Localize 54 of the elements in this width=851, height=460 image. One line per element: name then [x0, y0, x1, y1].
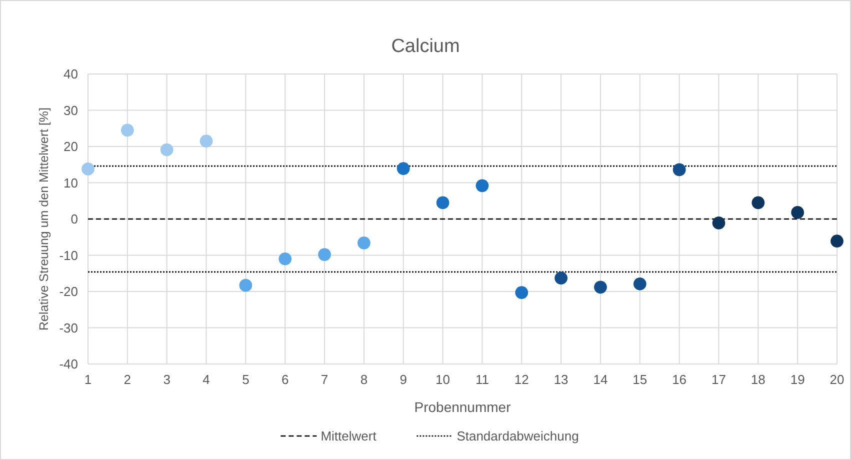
x-tick-label: 9 — [400, 372, 407, 387]
point — [358, 236, 370, 250]
point — [239, 278, 252, 292]
x-tick-label: 6 — [281, 372, 289, 387]
x-tick-label: 4 — [202, 372, 210, 387]
point — [200, 134, 213, 148]
point — [830, 234, 844, 248]
y-tick-label: 40 — [64, 66, 78, 82]
point — [515, 286, 528, 300]
legend-label: Mittelwert — [320, 428, 377, 444]
y-tick-label: 20 — [64, 139, 78, 154]
legend-label: Standardabweichung — [456, 428, 579, 444]
y-tick-label: 0 — [70, 212, 78, 227]
y-tick-label: -30 — [59, 320, 78, 336]
x-tick-label: 19 — [790, 372, 805, 387]
x-tick-label: 15 — [632, 372, 648, 387]
point — [82, 162, 94, 176]
x-tick-label: 5 — [242, 372, 250, 387]
point — [672, 163, 686, 176]
y-tick-label: 10 — [64, 175, 78, 190]
point — [278, 252, 292, 266]
x-tick-label: 1 — [84, 372, 92, 387]
x-tick-label: 20 — [830, 372, 844, 387]
point — [791, 206, 804, 219]
point — [633, 277, 646, 290]
x-tick-label: 14 — [593, 372, 608, 387]
x-tick-label: 11 — [475, 372, 489, 387]
point — [554, 272, 568, 285]
x-tick-label: 13 — [554, 372, 568, 387]
y-tick-label: -40 — [59, 356, 78, 372]
y-tick-label: -20 — [59, 284, 78, 300]
x-tick-label: 12 — [514, 372, 529, 387]
point — [396, 162, 410, 176]
x-tick-label: 7 — [320, 372, 328, 387]
y-axis-title: Relative Streuung um den Mittelwert [%] — [37, 107, 51, 331]
point — [752, 196, 765, 210]
x-tick-label: 8 — [360, 372, 368, 387]
point — [712, 216, 726, 230]
point — [476, 179, 489, 192]
x-tick-label: 10 — [436, 372, 450, 387]
point — [436, 196, 450, 210]
x-axis-title: Probennummer — [414, 399, 512, 415]
point — [120, 124, 134, 137]
x-tick-label: 16 — [672, 372, 687, 387]
chart-title: Calcium — [391, 36, 460, 57]
point — [594, 280, 607, 294]
x-tick-label: 18 — [750, 372, 766, 387]
x-tick-label: 3 — [163, 372, 170, 387]
point — [318, 248, 331, 261]
y-tick-label: 30 — [64, 102, 78, 118]
x-tick-label: 2 — [124, 372, 132, 387]
point — [160, 143, 174, 156]
x-tick-label: 17 — [712, 372, 726, 387]
y-tick-label: -10 — [59, 248, 78, 263]
